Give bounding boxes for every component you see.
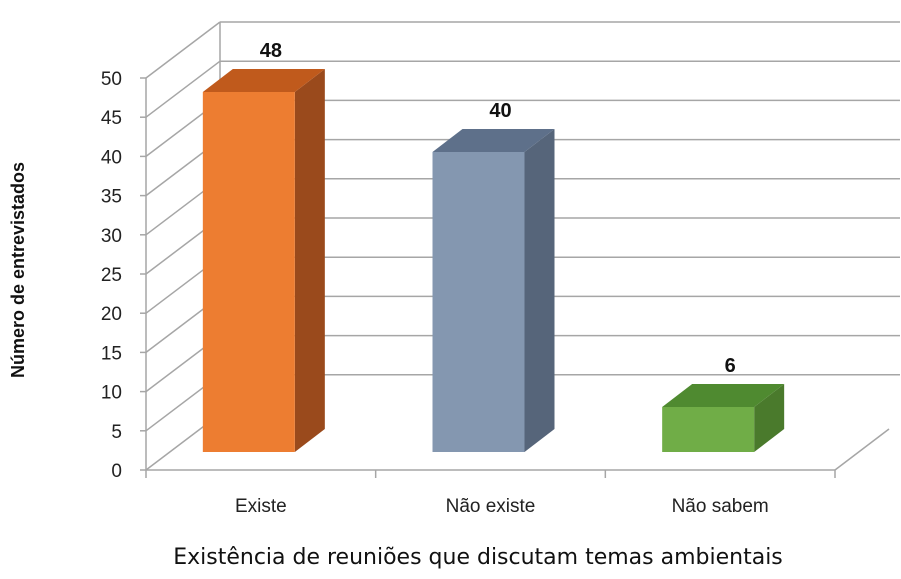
y-tick-label: 5 bbox=[111, 422, 122, 443]
gridline-diagonal bbox=[145, 21, 221, 79]
bar-n-o-existe: 40 bbox=[432, 100, 555, 452]
y-tick-label: 25 bbox=[101, 265, 122, 286]
data-label: 6 bbox=[725, 355, 736, 377]
bar-n-o-sabem: 6 bbox=[662, 355, 785, 452]
y-tick-label: 50 bbox=[101, 69, 122, 90]
y-axis-title: Número de entrevistados bbox=[8, 162, 28, 378]
bar-top bbox=[432, 129, 555, 152]
bar-side bbox=[754, 384, 785, 452]
x-axis-title: Existência de reuniões que discutam tema… bbox=[173, 545, 783, 570]
bar-front bbox=[432, 152, 525, 452]
data-label: 40 bbox=[489, 100, 511, 122]
y-tick-label: 35 bbox=[101, 187, 122, 208]
bar-side bbox=[294, 69, 325, 452]
y-tick-label: 30 bbox=[101, 226, 122, 247]
category-labels: Existe Não existe Não sabem bbox=[145, 470, 836, 517]
y-tick-label: 45 bbox=[101, 108, 122, 129]
y-tick-label: 0 bbox=[111, 461, 122, 482]
bar-top bbox=[662, 384, 785, 407]
bar-side bbox=[524, 129, 555, 452]
y-tick-label: 40 bbox=[101, 147, 122, 168]
category-label: Não sabem bbox=[672, 496, 769, 517]
y-tick-label: 10 bbox=[101, 383, 122, 404]
bar-front bbox=[202, 92, 295, 452]
y-tick-label: 20 bbox=[101, 304, 122, 325]
bar-top bbox=[202, 69, 325, 92]
floor-right-edge bbox=[834, 428, 890, 471]
bar-existe: 48 bbox=[202, 40, 325, 452]
bars: 48 40 6 bbox=[202, 40, 785, 452]
category-label: Não existe bbox=[446, 496, 536, 517]
y-tick-label: 15 bbox=[101, 343, 122, 364]
category-label: Existe bbox=[235, 496, 287, 517]
data-label: 48 bbox=[260, 40, 282, 62]
bar-front bbox=[662, 407, 755, 452]
gridline-diagonal bbox=[145, 60, 221, 118]
y-axis-ticks: 0 5 10 15 20 25 30 35 40 45 50 bbox=[101, 69, 146, 482]
